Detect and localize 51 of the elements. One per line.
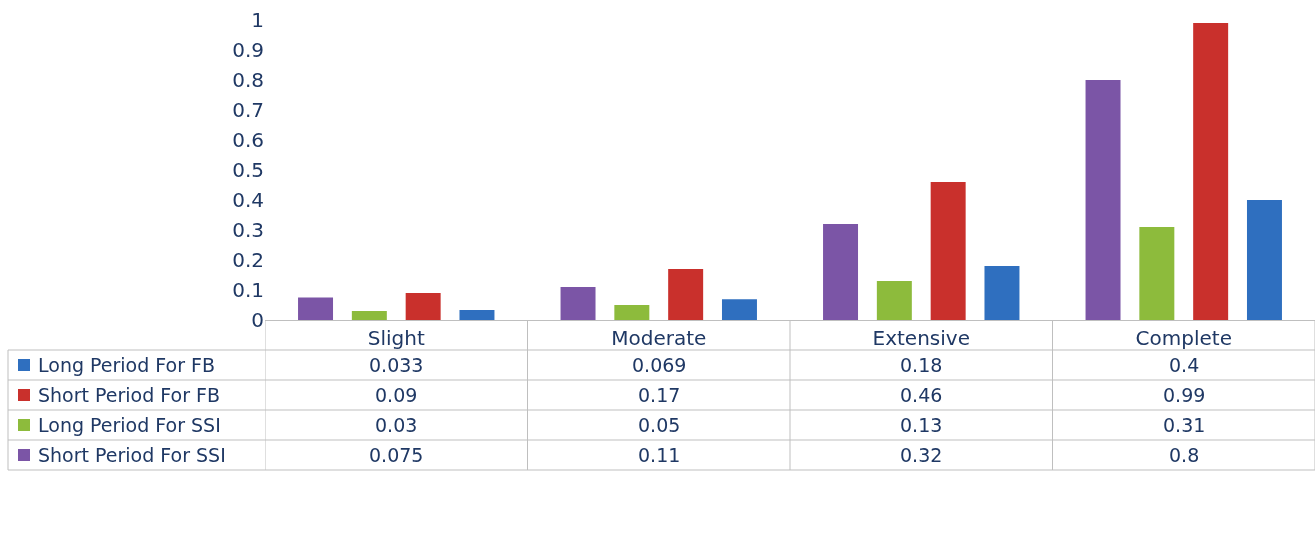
bar — [876, 281, 912, 320]
bar — [823, 224, 859, 320]
y-tick-label: 0.5 — [232, 158, 264, 182]
legend-label: Long Period For FB — [38, 354, 215, 376]
data-label: 0.05 — [638, 414, 681, 436]
y-tick-label: 0.7 — [232, 98, 264, 122]
y-tick-label: 0.2 — [232, 248, 264, 272]
y-tick-label: 0.3 — [232, 218, 264, 242]
bar — [721, 299, 757, 320]
data-label: 0.069 — [632, 354, 687, 376]
data-label: 0.075 — [369, 444, 424, 466]
data-label: 0.09 — [375, 384, 418, 406]
bar — [1246, 200, 1282, 320]
bar — [984, 266, 1020, 320]
x-tick-label: Complete — [1135, 326, 1232, 350]
bar — [298, 297, 334, 320]
legend-label: Short Period For SSI — [38, 444, 226, 466]
legend-label: Long Period For SSI — [38, 414, 221, 436]
bar — [668, 269, 704, 320]
y-tick-label: 0.1 — [232, 278, 264, 302]
data-label: 0.033 — [369, 354, 424, 376]
data-label: 0.46 — [900, 384, 943, 406]
y-tick-label: 1 — [251, 8, 264, 32]
y-tick-label: 0 — [251, 308, 264, 332]
data-label: 0.03 — [375, 414, 418, 436]
bar — [405, 293, 441, 320]
data-label: 0.31 — [1163, 414, 1206, 436]
bar — [560, 287, 596, 320]
bar — [351, 311, 387, 320]
x-tick-label: Slight — [367, 326, 425, 350]
legend-label: Short Period For FB — [38, 384, 221, 406]
bar — [1139, 227, 1175, 320]
data-label: 0.11 — [638, 444, 681, 466]
data-label: 0.8 — [1169, 444, 1200, 466]
bar — [1193, 23, 1229, 320]
y-tick-label: 0.6 — [232, 128, 264, 152]
data-label: 0.18 — [900, 354, 943, 376]
y-tick-label: 0.9 — [232, 38, 264, 62]
bar — [459, 310, 495, 320]
data-label: 0.32 — [900, 444, 943, 466]
bar — [614, 305, 650, 320]
data-label: 0.4 — [1169, 354, 1200, 376]
data-label: 0.13 — [900, 414, 943, 436]
bar — [1085, 80, 1121, 320]
y-tick-label: 0.4 — [232, 188, 264, 212]
x-tick-label: Extensive — [872, 326, 970, 350]
data-label: 0.17 — [638, 384, 681, 406]
x-tick-label: Moderate — [611, 326, 707, 350]
bar — [930, 182, 966, 320]
y-tick-label: 0.8 — [232, 68, 264, 92]
data-label: 0.99 — [1163, 384, 1206, 406]
